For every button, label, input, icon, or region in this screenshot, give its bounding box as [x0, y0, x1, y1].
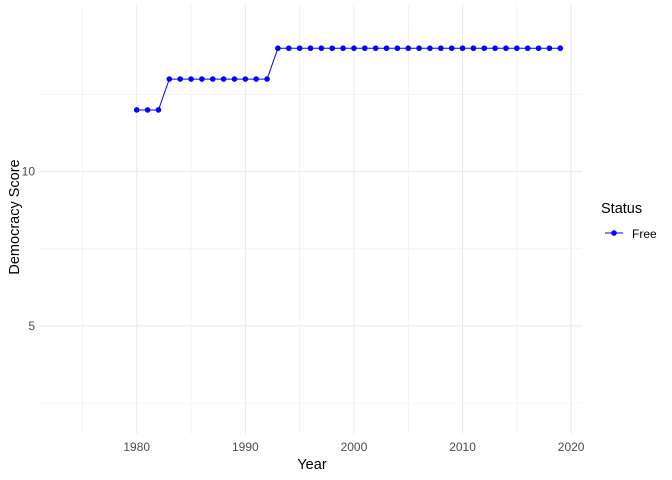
data-point — [318, 45, 325, 52]
data-point — [220, 76, 227, 82]
data-point — [188, 76, 194, 82]
data-point — [209, 76, 216, 82]
y-tick-label: 10 — [22, 165, 36, 179]
data-point — [275, 45, 281, 52]
legend-title: Status — [601, 201, 642, 217]
data-point — [351, 45, 357, 52]
data-point — [340, 45, 346, 52]
y-axis-title: Democracy Score — [7, 159, 23, 274]
series-line-free — [136, 47, 561, 111]
series-layer — [133, 45, 564, 113]
data-point — [514, 45, 520, 52]
data-point — [329, 45, 336, 52]
data-point — [546, 45, 553, 52]
data-point — [557, 45, 564, 52]
x-tick-label: 2000 — [341, 440, 368, 454]
data-point — [296, 45, 303, 52]
data-point — [242, 76, 249, 82]
data-point — [470, 45, 477, 52]
data-point — [405, 45, 412, 52]
data-point — [448, 45, 455, 52]
data-point — [144, 107, 151, 113]
data-point — [133, 107, 140, 113]
data-point — [383, 45, 390, 52]
data-point — [416, 45, 422, 52]
data-point — [394, 45, 401, 52]
data-point — [231, 76, 238, 82]
major-grid — [39, 5, 582, 434]
legend-label-free: Free — [632, 227, 657, 241]
x-tick-label: 1990 — [232, 440, 259, 454]
legend: Status Free — [601, 201, 657, 241]
data-point — [427, 45, 433, 52]
data-point — [481, 45, 488, 52]
data-point — [372, 45, 379, 52]
x-tick-label: 2010 — [449, 440, 476, 454]
data-point — [253, 76, 259, 82]
x-axis-tick-labels: 1980 1990 2000 2010 2020 — [123, 440, 584, 454]
data-point — [459, 45, 466, 52]
data-point — [503, 45, 509, 52]
y-axis-tick-labels: 5 10 — [22, 165, 36, 333]
legend-key-point — [611, 230, 617, 236]
x-tick-label: 1980 — [123, 440, 150, 454]
data-point — [155, 107, 162, 113]
data-point — [264, 76, 270, 82]
data-point — [438, 45, 444, 52]
data-point — [307, 45, 314, 52]
data-point — [362, 45, 368, 52]
data-point — [177, 76, 183, 82]
minor-grid — [39, 5, 582, 434]
x-axis-title: Year — [297, 457, 326, 473]
data-point — [535, 45, 542, 52]
data-point — [492, 45, 498, 52]
data-point — [524, 45, 531, 52]
x-tick-label: 2020 — [558, 440, 585, 454]
data-point — [166, 76, 173, 82]
data-point — [199, 76, 205, 82]
y-tick-label: 5 — [28, 319, 35, 333]
data-point — [285, 45, 292, 52]
